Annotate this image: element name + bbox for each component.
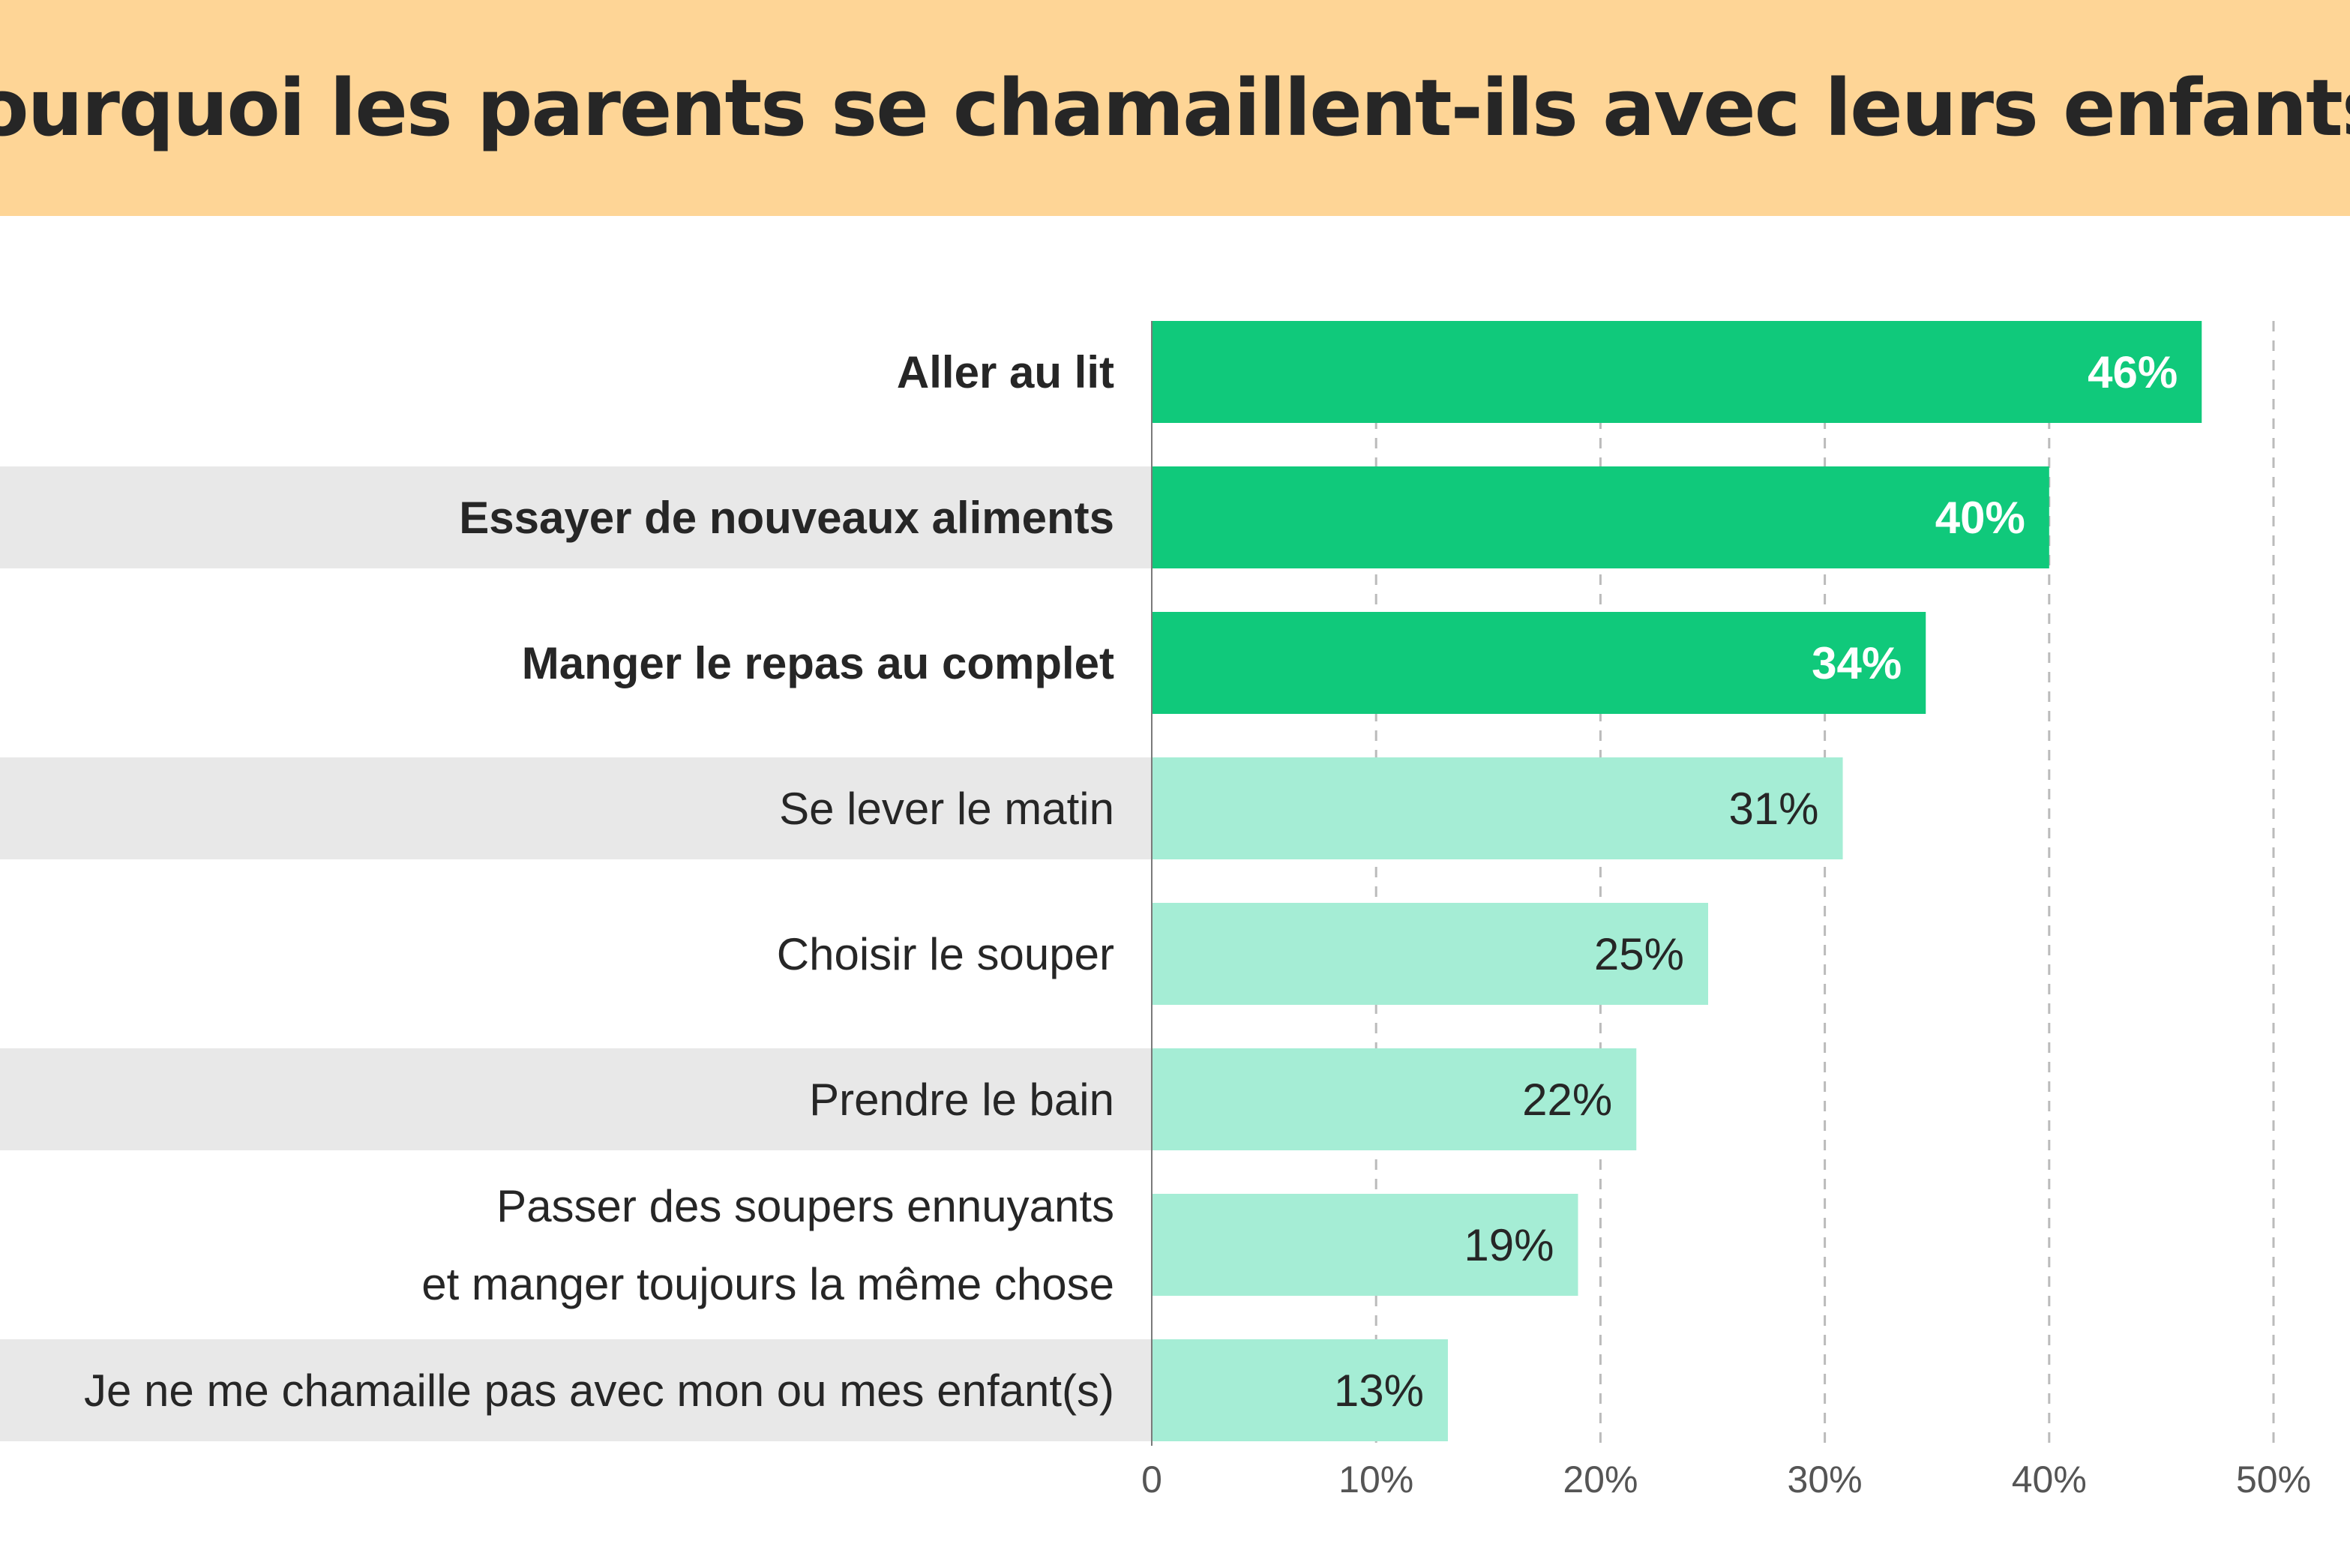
category-label-line: Choisir le souper (777, 929, 1114, 979)
category-label: Je ne me chamaille pas avec mon ou mes e… (84, 1366, 1114, 1416)
x-tick-label: 0 (1141, 1459, 1162, 1501)
value-label: 40% (1935, 493, 2025, 543)
row-stripes (0, 466, 1152, 1441)
category-label-line: Aller au lit (897, 347, 1114, 397)
category-label-line: Essayer de nouveaux aliments (459, 493, 1114, 543)
category-label: Manger le repas au complet (522, 638, 1114, 688)
category-label-line: Se lever le matin (779, 784, 1114, 834)
bars (1152, 321, 2202, 1441)
chart-title: Pourquoi les parents se chamaillent-ils … (0, 62, 2350, 154)
category-labels: Aller au lit Essayer de nouveaux aliments… (84, 347, 1114, 1416)
x-tick-label: 30% (1788, 1459, 1863, 1501)
x-tick-label: 50% (2236, 1459, 2311, 1501)
value-label: 25% (1594, 929, 1684, 979)
bar (1152, 903, 1709, 1005)
row-stripe (0, 757, 1152, 859)
category-label: Se lever le matin (779, 784, 1114, 834)
category-label-line: Manger le repas au complet (522, 638, 1114, 688)
category-label-line: Passer des soupers ennuyants (496, 1181, 1114, 1231)
row-stripe (0, 1048, 1152, 1150)
value-label: 31% (1728, 784, 1818, 834)
value-label: 46% (2088, 347, 2178, 397)
value-label: 19% (1464, 1220, 1554, 1270)
x-tick-label: 10% (1338, 1459, 1413, 1501)
category-label-line: Prendre le bain (809, 1075, 1114, 1125)
bar (1152, 1194, 1578, 1296)
row-stripe (0, 1339, 1152, 1441)
bar-chart: Aller au lit Essayer de nouveaux aliments… (0, 321, 2311, 1501)
row-stripe (0, 466, 1152, 568)
bar (1152, 1339, 1448, 1441)
bar (1152, 466, 2049, 568)
value-label: 34% (1812, 638, 1902, 688)
category-label: Aller au lit (897, 347, 1114, 397)
value-labels: 46% 40% 34% 31% 25% 22% 19% 13% (1334, 347, 2178, 1416)
bar (1152, 757, 1843, 859)
category-label: Essayer de nouveaux aliments (459, 493, 1114, 543)
bar (1152, 612, 1926, 714)
category-label: Passer des soupers ennuyants et manger to… (421, 1181, 1114, 1309)
title-banner: Pourquoi les parents se chamaillent-ils … (0, 0, 2350, 216)
value-label: 22% (1522, 1075, 1612, 1125)
bar (1152, 321, 2202, 423)
category-label: Choisir le souper (777, 929, 1114, 979)
value-label: 13% (1334, 1366, 1424, 1416)
bar (1152, 1048, 1637, 1150)
x-tick-label: 40% (2012, 1459, 2087, 1501)
category-label-line: Je ne me chamaille pas avec mon ou mes e… (84, 1366, 1114, 1416)
x-tick-label: 20% (1563, 1459, 1638, 1501)
category-label-line: et manger toujours la même chose (421, 1259, 1114, 1309)
category-label: Prendre le bain (809, 1075, 1114, 1125)
x-axis-tick-labels: 0 10% 20% 30% 40% 50% (1141, 1459, 2311, 1501)
